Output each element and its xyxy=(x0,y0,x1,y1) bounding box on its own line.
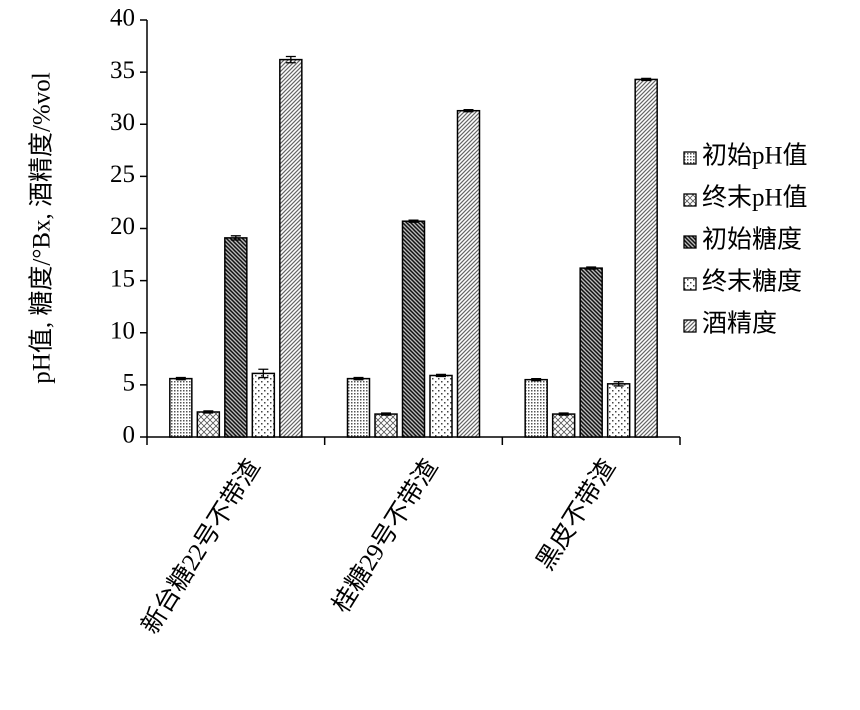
error-bar xyxy=(436,373,446,378)
bar xyxy=(251,372,276,438)
bar xyxy=(429,374,453,438)
error-bar xyxy=(175,376,186,381)
bar xyxy=(606,383,631,438)
legend-label: 酒精度 xyxy=(702,310,777,338)
error-bar xyxy=(203,410,214,414)
x-tick-label: 黑皮不带渣 xyxy=(531,454,621,575)
error-bar xyxy=(641,77,652,82)
y-axis-label: pH值, 糖度/°Bx, 酒精度/%vol xyxy=(28,72,56,383)
y-tick-label: 30 xyxy=(110,109,135,136)
error-bar xyxy=(613,381,624,387)
legend-swatch xyxy=(683,319,697,333)
legend-swatch xyxy=(683,277,697,291)
bar xyxy=(279,58,303,438)
legend-label: 初始糖度 xyxy=(702,226,802,254)
error-bar xyxy=(230,235,241,241)
error-bar xyxy=(353,376,364,381)
legend-label: 终末pH值 xyxy=(702,184,808,212)
y-tick-label: 25 xyxy=(110,161,135,188)
y-tick-label: 5 xyxy=(123,370,136,397)
y-tick-label: 20 xyxy=(110,213,135,240)
bar xyxy=(634,78,658,438)
y-tick-label: 15 xyxy=(110,265,135,292)
error-bar xyxy=(408,219,419,223)
y-tick-label: 35 xyxy=(110,57,135,84)
error-bar xyxy=(463,109,474,113)
bar xyxy=(169,377,193,438)
legend-label: 初始pH值 xyxy=(702,142,808,170)
bar xyxy=(374,413,398,438)
x-tick-label: 桂糖29号不带渣 xyxy=(327,454,443,617)
bar xyxy=(224,237,248,438)
bar xyxy=(401,220,426,438)
y-tick-label: 10 xyxy=(110,317,135,344)
error-bar xyxy=(381,412,391,416)
legend-swatch xyxy=(683,235,697,249)
error-bar xyxy=(258,368,269,379)
bar xyxy=(346,377,371,438)
bar xyxy=(551,413,576,438)
error-bar xyxy=(586,266,597,270)
y-tick-label: 40 xyxy=(110,5,135,32)
legend-swatch xyxy=(683,151,697,165)
error-bar xyxy=(558,412,569,416)
legend-swatch xyxy=(683,193,697,207)
y-tick-label: 0 xyxy=(123,422,136,449)
bar xyxy=(524,378,548,438)
bar xyxy=(196,411,221,438)
error-bar xyxy=(531,377,542,382)
bar xyxy=(579,267,603,438)
bar xyxy=(456,109,481,438)
error-bar xyxy=(285,55,296,64)
x-tick-label: 新台糖22号不带渣 xyxy=(136,454,266,638)
legend-label: 终末糖度 xyxy=(702,268,802,296)
